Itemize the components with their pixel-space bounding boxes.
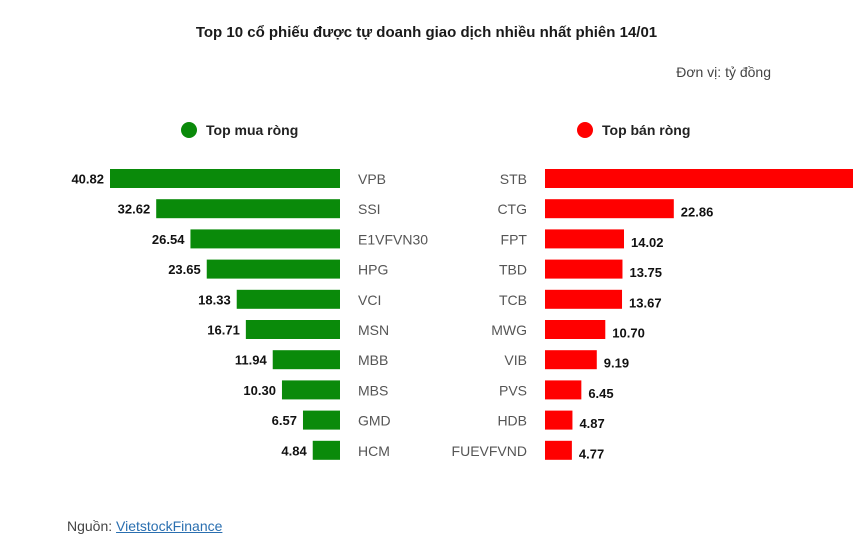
buy-category-label: HCM	[358, 443, 390, 459]
sell-bar-tbd	[545, 259, 623, 279]
sell-value-label: 4.87	[579, 416, 604, 431]
sell-category-label: HDB	[497, 413, 527, 429]
sell-value-label: 4.77	[579, 446, 604, 461]
buy-bar-ssi	[156, 199, 340, 219]
sell-category-label: STB	[500, 171, 527, 187]
sell-bar-stb	[545, 169, 853, 188]
sell-bar-vib	[545, 350, 597, 370]
buy-category-label: VPB	[358, 171, 386, 187]
sell-category-label: MWG	[491, 322, 527, 338]
buy-bar-mbs	[281, 380, 340, 400]
sell-bar-hdb	[545, 410, 573, 430]
legend-buy-label: Top mua ròng	[206, 122, 299, 138]
sell-value-label: 13.67	[629, 295, 662, 310]
source-link[interactable]: VietstockFinance	[116, 518, 223, 534]
sell-bar-ctg	[545, 199, 674, 219]
buy-category-label: HPG	[358, 262, 388, 278]
sell-value-label: 6.45	[588, 386, 613, 401]
buy-category-label: MBS	[358, 382, 388, 398]
sell-category-label: FUEVFVND	[452, 443, 527, 459]
buy-category-label: MBB	[358, 352, 388, 368]
buy-category-label: MSN	[358, 322, 389, 338]
buy-bar-hpg	[206, 259, 340, 279]
buy-value-label: 26.54	[152, 232, 185, 247]
source-label: Nguồn:	[67, 518, 117, 534]
sell-value-label: 10.70	[612, 326, 645, 341]
legend-sell-marker	[577, 122, 593, 138]
sell-category-label: VIB	[504, 352, 527, 368]
sell-value-label: 22.86	[681, 205, 714, 220]
bar-chart: 40.82 VPB 32.62 SSI 26.54 E1VFVN30 23.65 HPG 18.…	[71, 169, 853, 461]
buy-bar-vci	[236, 289, 340, 309]
legend-sell: Top bán ròng	[577, 122, 690, 138]
sell-value-label: 13.75	[629, 265, 662, 280]
chart-title: Top 10 cổ phiếu được tự doanh giao dịch …	[195, 24, 658, 41]
sell-category-label: TBD	[499, 262, 527, 278]
legend-buy: Top mua ròng	[181, 122, 298, 138]
sell-bar-fuevfvnd	[545, 440, 572, 460]
sell-bar-pvs	[545, 380, 582, 400]
sell-value-label: 14.02	[631, 235, 664, 250]
buy-bar-mbb	[272, 350, 340, 370]
unit-label: Đơn vị: tỷ đồng	[676, 64, 771, 80]
sell-bar-tcb	[545, 289, 623, 309]
buy-value-label: 32.62	[118, 202, 151, 217]
buy-category-label: E1VFVN30	[358, 231, 428, 247]
sell-category-label: TCB	[499, 292, 527, 308]
buy-value-label: 6.57	[272, 413, 297, 428]
buy-value-label: 23.65	[168, 262, 201, 277]
buy-bar-msn	[245, 320, 340, 339]
buy-value-label: 11.94	[235, 353, 268, 368]
buy-value-label: 10.30	[243, 383, 276, 398]
buy-bar-vpb	[110, 169, 340, 188]
sell-bar-fpt	[545, 229, 624, 249]
buy-category-label: SSI	[358, 201, 381, 217]
buy-value-label: 18.33	[198, 292, 231, 307]
buy-category-label: VCI	[358, 292, 381, 308]
buy-value-label: 40.82	[71, 172, 104, 187]
sell-category-label: FPT	[501, 231, 528, 247]
legend-buy-marker	[181, 122, 197, 138]
buy-bar-e1vfvn30	[190, 229, 340, 249]
sell-category-label: CTG	[497, 201, 527, 217]
buy-category-label: GMD	[358, 413, 391, 429]
buy-value-label: 16.71	[207, 323, 240, 338]
sell-category-label: PVS	[499, 382, 527, 398]
buy-bar-hcm	[312, 440, 340, 460]
legend-sell-label: Top bán ròng	[602, 122, 691, 138]
source-note: Nguồn: VietstockFinance	[67, 518, 222, 534]
sell-value-label: 9.19	[604, 356, 629, 371]
sell-bar-mwg	[545, 320, 606, 339]
buy-value-label: 4.84	[281, 443, 307, 458]
buy-bar-gmd	[302, 410, 340, 430]
